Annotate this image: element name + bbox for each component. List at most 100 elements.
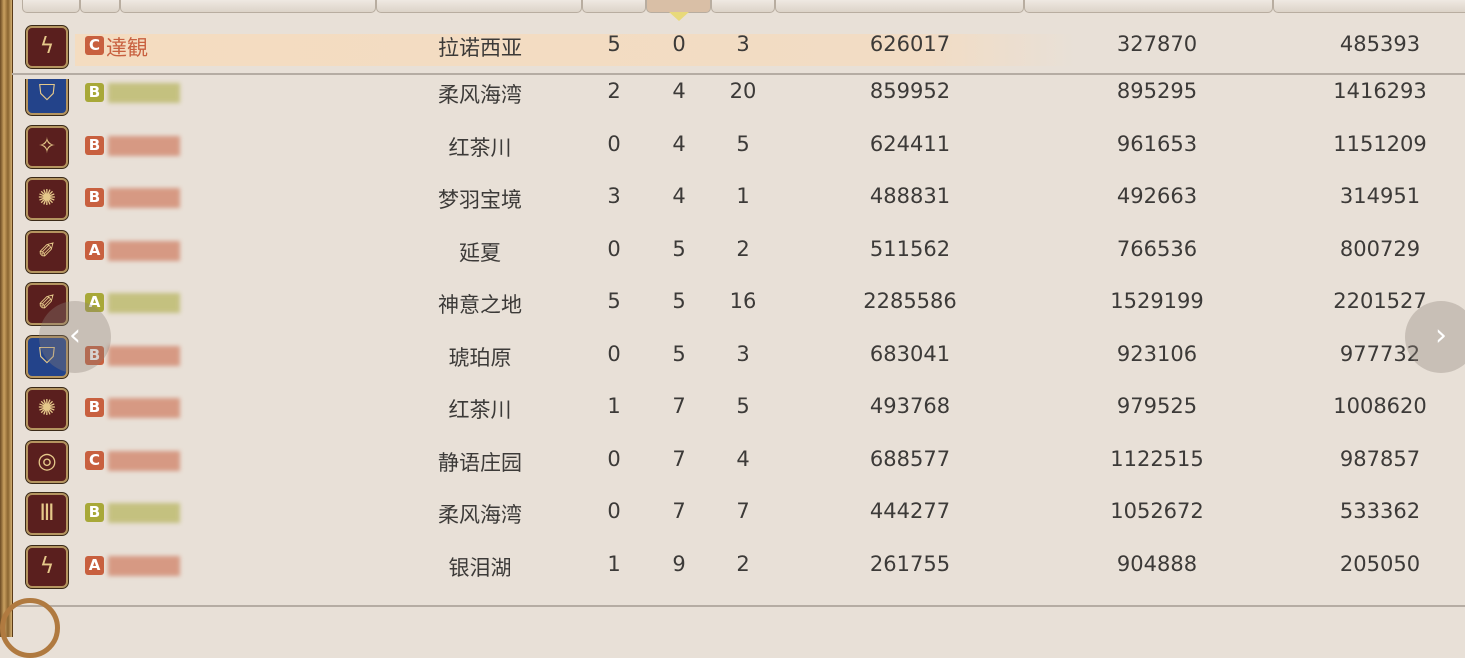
stat-c4: 511562	[869, 236, 951, 261]
divider	[12, 73, 1465, 75]
stat-c5: 492663	[1116, 184, 1198, 208]
stat-c2: 7	[672, 394, 686, 418]
stat-c1: 0	[607, 341, 621, 366]
player-name-redacted	[108, 450, 180, 471]
player-name-redacted	[108, 188, 180, 208]
stat-c3: 5	[736, 131, 750, 156]
astrologian-icon: ✺	[26, 178, 68, 220]
next-page-button[interactable]: ›	[1405, 301, 1465, 373]
stat-c1: 0	[607, 236, 621, 261]
stat-c6: 800729	[1339, 236, 1421, 261]
table-row[interactable]: ✐ A 神意之地 5 5 16 2285586 1529199 2201527	[0, 279, 1465, 329]
stat-c2: 9	[672, 551, 686, 576]
chevron-left-icon: ‹	[69, 318, 81, 353]
table-row[interactable]: ◎ C 静语庄园 0 7 4 688577 1122515 987857	[0, 437, 1465, 487]
rank-badge: B	[85, 503, 104, 522]
stat-c4: 2285586	[863, 289, 957, 313]
stat-c6: 1151209	[1333, 131, 1427, 156]
rank-badge: B	[85, 135, 104, 155]
world-name: 柔风海湾	[438, 503, 522, 527]
stat-c4: 488831	[869, 184, 951, 208]
stat-c6: 485393	[1339, 32, 1421, 56]
stat-c4: 688577	[869, 446, 951, 471]
table-row[interactable]: Ⅲ B 柔风海湾 0 7 7 444277 1052672 533362	[0, 489, 1465, 539]
header-rank[interactable]	[80, 0, 120, 13]
window-frame	[0, 0, 13, 637]
stat-c1: 0	[607, 446, 621, 471]
row-highlight	[75, 34, 1075, 66]
rank-badge: B	[85, 345, 104, 365]
rank-badge: A	[85, 240, 104, 260]
stat-c4: 444277	[869, 499, 951, 523]
stat-c6: 205050	[1339, 551, 1421, 576]
stat-c1: 3	[607, 184, 621, 208]
table-row[interactable]: ϟ A 银泪湖 1 9 2 261755 904888 205050	[0, 542, 1465, 592]
header-world[interactable]	[376, 0, 582, 13]
stat-c3: 2	[736, 236, 750, 261]
stat-c2: 4	[672, 184, 686, 208]
table-row[interactable]: ✺ B 红茶川 1 7 5 493768 979525 1008620	[0, 384, 1465, 434]
player-name-redacted	[108, 240, 180, 261]
bard-icon: Ⅲ	[26, 493, 68, 535]
world-name: 柔风海湾	[438, 83, 522, 107]
player-name-redacted	[108, 345, 180, 366]
prev-page-button[interactable]: ‹	[39, 301, 111, 373]
stat-c2: 4	[672, 79, 686, 103]
world-name: 神意之地	[438, 293, 522, 317]
machinist-icon: ϟ	[26, 545, 68, 588]
stat-c6: 533362	[1339, 499, 1421, 523]
stat-c1: 1	[607, 394, 621, 418]
header-col1[interactable]	[582, 0, 646, 13]
rank-badge: B	[85, 83, 104, 102]
stat-c1: 5	[607, 32, 621, 56]
stat-c4: 261755	[869, 551, 951, 576]
sort-indicator-icon	[669, 12, 689, 21]
world-name: 琥珀原	[448, 345, 512, 370]
chevron-right-icon: ›	[1435, 318, 1447, 353]
table-row[interactable]: ✐ A 延夏 0 5 2 511562 766536 800729	[0, 227, 1465, 277]
world-name: 延夏	[459, 240, 501, 265]
rank-badge: B	[85, 188, 104, 207]
table-row[interactable]: ✺ B 梦羽宝境 3 4 1 488831 492663 314951	[0, 174, 1465, 224]
header-job[interactable]	[22, 0, 80, 13]
world-name: 静语庄园	[438, 450, 522, 475]
stat-c2: 7	[672, 446, 686, 471]
machinist-icon: ϟ	[26, 26, 68, 68]
world-name: 银泪湖	[448, 555, 512, 580]
stat-c4: 859952	[869, 79, 951, 103]
stat-c2: 0	[672, 32, 686, 56]
stat-c1: 2	[607, 79, 621, 103]
header-col3[interactable]	[711, 0, 775, 13]
player-name-redacted	[108, 135, 180, 156]
header-col5[interactable]	[1024, 0, 1273, 13]
stat-c3: 1	[736, 184, 750, 208]
table-row[interactable]: ✧ B 红茶川 0 4 5 624411 961653 1151209	[0, 122, 1465, 172]
header-col6[interactable]	[1273, 0, 1465, 13]
stat-c3: 16	[729, 289, 757, 313]
rank-badge: A	[85, 293, 104, 312]
player-name-redacted	[108, 83, 180, 103]
divider	[12, 605, 1465, 607]
stat-c1: 5	[607, 289, 621, 313]
stat-c3: 5	[736, 394, 750, 418]
world-name: 梦羽宝境	[438, 188, 522, 212]
stat-c1: 0	[607, 131, 621, 156]
stat-c5: 1052672	[1110, 499, 1204, 523]
header-name[interactable]	[120, 0, 376, 13]
stat-c4: 683041	[869, 341, 951, 366]
stat-c6: 977732	[1339, 341, 1421, 366]
header-col4[interactable]	[775, 0, 1024, 13]
stat-c6: 1416293	[1333, 79, 1427, 103]
self-row[interactable]: ϟ C 達観 拉诺西亚 5 0 3 626017 327870 485393	[0, 22, 1465, 72]
world-name: 红茶川	[448, 398, 512, 422]
rank-badge: A	[85, 555, 104, 575]
stat-c3: 3	[736, 341, 750, 366]
dancer-icon: ✧	[26, 125, 68, 168]
paladin-icon: ⛉	[26, 79, 68, 115]
rank-badge: C	[85, 450, 104, 470]
stat-c6: 314951	[1339, 184, 1421, 208]
stat-c5: 904888	[1116, 551, 1198, 576]
stat-c5: 327870	[1116, 32, 1198, 56]
table-row[interactable]: ⛉ B 柔风海湾 2 4 20 859952 895295 1416293	[0, 79, 1465, 119]
table-row[interactable]: ⛉ B 琥珀原 0 5 3 683041 923106 977732	[0, 332, 1465, 382]
